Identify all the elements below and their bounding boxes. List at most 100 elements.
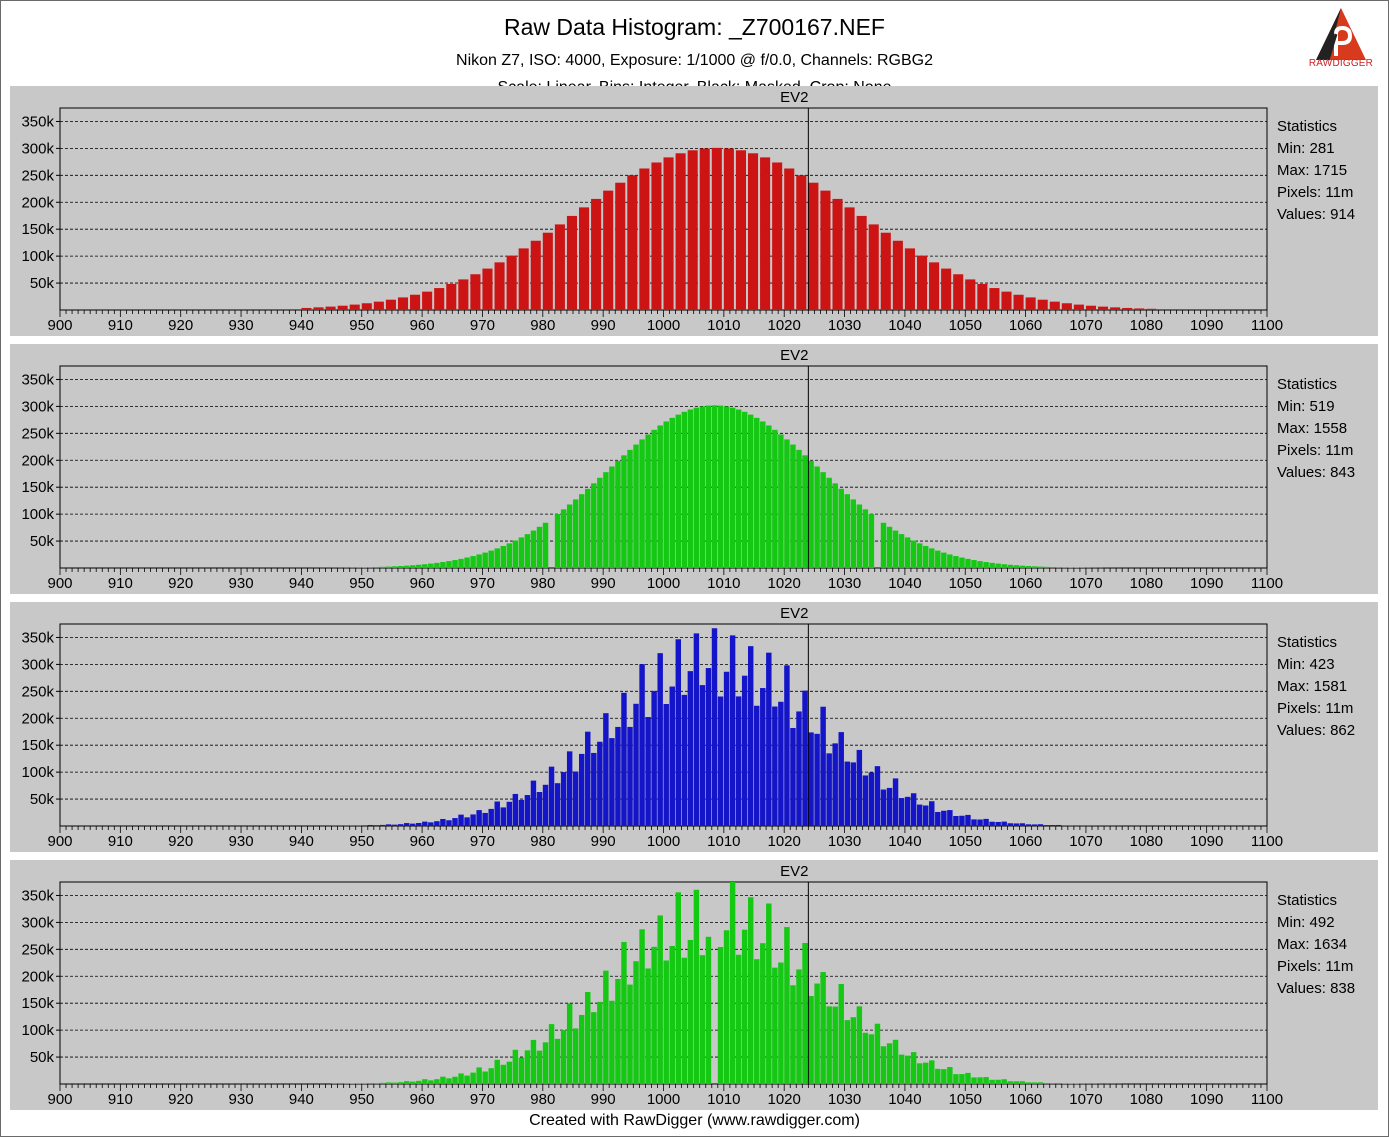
histogram-bar bbox=[361, 1083, 368, 1084]
x-tick-label: 930 bbox=[229, 575, 254, 592]
x-tick-label: 900 bbox=[47, 317, 72, 334]
histogram-bar bbox=[687, 409, 694, 568]
histogram-bar bbox=[373, 301, 384, 310]
histogram-bar bbox=[651, 690, 657, 826]
histogram-bar bbox=[434, 562, 440, 568]
histogram-bar bbox=[814, 983, 820, 1084]
histogram-bar bbox=[820, 190, 831, 310]
histogram-bar bbox=[754, 705, 760, 826]
histogram-bar bbox=[1031, 566, 1038, 568]
histogram-bar bbox=[585, 731, 591, 826]
histogram-bar bbox=[904, 537, 911, 568]
histogram-bar bbox=[880, 789, 887, 826]
histogram-bar bbox=[735, 409, 742, 568]
histogram-bar bbox=[603, 472, 609, 568]
histogram-bar bbox=[880, 232, 891, 310]
y-tick-label: 50k bbox=[30, 791, 55, 808]
stat-values: Values: 838 bbox=[1277, 980, 1355, 997]
histogram-bar bbox=[572, 1028, 579, 1084]
histogram-bar bbox=[1067, 1083, 1074, 1084]
x-tick-label: 920 bbox=[168, 833, 193, 850]
histogram-bar bbox=[597, 477, 603, 568]
histogram-bar bbox=[916, 543, 923, 568]
x-tick-label: 1070 bbox=[1069, 575, 1102, 592]
histogram-bar bbox=[416, 1080, 422, 1084]
histogram-bar bbox=[385, 299, 396, 310]
histogram-bar bbox=[1061, 825, 1068, 826]
histogram-bar bbox=[476, 554, 482, 568]
histogram-bar bbox=[995, 563, 1001, 568]
histogram-bar bbox=[910, 793, 917, 826]
histogram-bar bbox=[711, 405, 718, 568]
histogram-bar bbox=[361, 567, 368, 568]
histogram-bar bbox=[403, 565, 410, 568]
x-tick-label: 1090 bbox=[1190, 575, 1223, 592]
histogram-bar bbox=[452, 818, 458, 826]
histogram-bar bbox=[609, 466, 615, 568]
histogram-bar bbox=[391, 566, 398, 568]
y-tick-label: 300k bbox=[21, 914, 54, 931]
histogram-bar bbox=[844, 207, 855, 310]
histogram-bar bbox=[494, 262, 505, 310]
histogram-bar bbox=[530, 530, 537, 568]
y-tick-label: 250k bbox=[21, 425, 54, 442]
histogram-bar bbox=[814, 466, 820, 568]
histogram-bar bbox=[675, 892, 682, 1084]
histogram-bar bbox=[916, 255, 928, 310]
histogram-bar bbox=[542, 1042, 549, 1084]
y-tick-label: 350k bbox=[21, 371, 54, 388]
histogram-bar bbox=[802, 942, 808, 1084]
histogram-bar bbox=[633, 961, 639, 1084]
histogram-bar bbox=[675, 639, 682, 826]
x-tick-label: 990 bbox=[591, 1091, 616, 1108]
y-tick-label: 250k bbox=[21, 683, 54, 700]
x-tick-label: 1000 bbox=[647, 317, 680, 334]
histogram-bar bbox=[965, 814, 971, 826]
histogram-bar bbox=[452, 1076, 458, 1084]
histogram-bar bbox=[1073, 304, 1084, 310]
histogram-bar bbox=[470, 274, 481, 310]
histogram-bar bbox=[428, 563, 434, 568]
histogram-bar bbox=[681, 694, 688, 826]
x-tick-label: 1060 bbox=[1009, 575, 1042, 592]
histogram-bar bbox=[796, 711, 802, 826]
histogram-bar bbox=[651, 946, 657, 1084]
histogram-bar bbox=[524, 795, 531, 826]
x-tick-label: 1080 bbox=[1130, 833, 1163, 850]
histogram-bar bbox=[1025, 824, 1032, 826]
histogram-bar bbox=[1134, 308, 1145, 310]
histogram-bar bbox=[687, 939, 694, 1084]
histogram-bar bbox=[639, 664, 645, 826]
histogram-bar bbox=[892, 240, 903, 310]
histogram-bar bbox=[663, 421, 669, 568]
x-tick-label: 1030 bbox=[828, 317, 861, 334]
histogram-bar bbox=[778, 434, 784, 568]
histogram-bar bbox=[313, 307, 324, 310]
histogram-bar bbox=[458, 1073, 464, 1084]
stat-max: Max: 1581 bbox=[1277, 678, 1347, 695]
x-tick-label: 1040 bbox=[888, 833, 921, 850]
histogram-bar bbox=[856, 215, 867, 310]
histogram-bar bbox=[621, 455, 627, 568]
histogram-bar bbox=[898, 1054, 905, 1084]
histogram-bar bbox=[554, 783, 561, 826]
histogram-bar bbox=[603, 190, 614, 310]
x-tick-label: 960 bbox=[410, 317, 435, 334]
histogram-bar bbox=[754, 959, 760, 1084]
histogram-bar bbox=[1055, 567, 1062, 568]
histogram-bar bbox=[965, 558, 971, 568]
histogram-bar bbox=[977, 819, 983, 826]
histogram-bar bbox=[488, 808, 494, 826]
histogram-bar bbox=[446, 820, 452, 826]
histogram-bar bbox=[886, 787, 893, 826]
histogram-bar bbox=[633, 444, 639, 568]
y-tick-label: 250k bbox=[21, 167, 54, 184]
histogram-bar bbox=[784, 439, 790, 568]
y-tick-label: 250k bbox=[21, 941, 54, 958]
histogram-bar bbox=[711, 628, 718, 826]
histogram-bar bbox=[367, 1083, 374, 1084]
histogram-bar bbox=[977, 1077, 983, 1084]
histogram-bar bbox=[1055, 1083, 1062, 1084]
histogram-bar bbox=[1019, 1081, 1026, 1084]
histogram-bar bbox=[512, 540, 519, 568]
